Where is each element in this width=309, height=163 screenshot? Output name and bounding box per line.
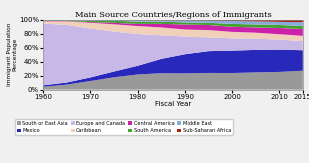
X-axis label: Fiscal Year: Fiscal Year bbox=[155, 101, 191, 107]
Legend: South or East Asia, Mexico, Europe and Canada, Caribbean, Central America, South: South or East Asia, Mexico, Europe and C… bbox=[15, 119, 233, 135]
Title: Main Source Countries/Regions of Immigrants: Main Source Countries/Regions of Immigra… bbox=[75, 11, 271, 19]
Y-axis label: Immigrant Population
Percentage: Immigrant Population Percentage bbox=[7, 23, 18, 86]
